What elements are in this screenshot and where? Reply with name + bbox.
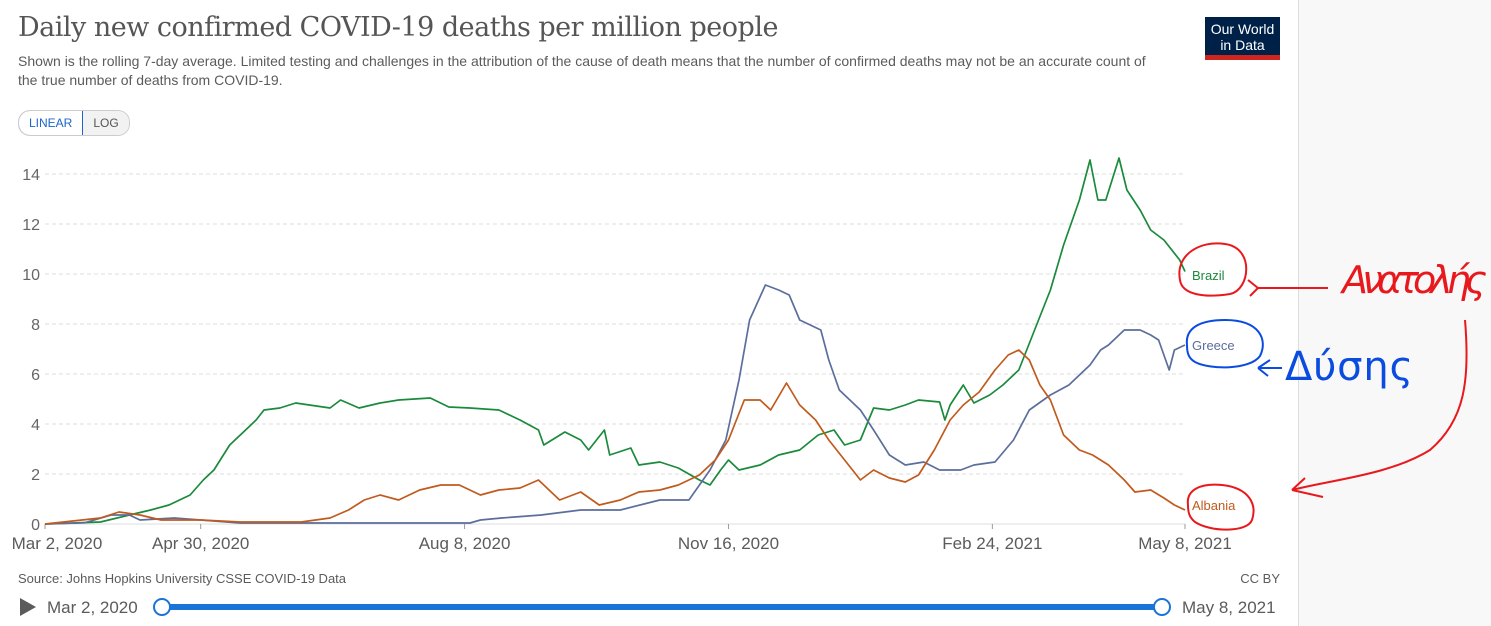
series-label-greece[interactable]: Greece [1192,338,1235,353]
chart-subtitle: Shown is the rolling 7-day average. Limi… [18,53,1146,88]
timeline-start-handle[interactable] [153,598,171,616]
x-tick-label: Nov 16, 2020 [678,534,779,553]
west-label: Δύσης [1285,344,1413,390]
timeline [20,598,1171,616]
y-tick-label: 8 [31,317,40,334]
y-tick-label: 12 [22,217,40,234]
series-line-brazil [44,157,1186,525]
west-arrow [1257,359,1282,377]
east-label: Ανατολής [1339,258,1487,302]
x-tick-label: May 8, 2021 [1138,534,1232,553]
linear-scale-button[interactable]: LINEAR [18,111,84,135]
y-tick-label: 10 [22,267,40,284]
y-tick-label: 14 [22,167,40,184]
x-tick-label: Apr 30, 2020 [152,534,249,553]
albania-circle [1186,483,1255,531]
y-tick-label: 2 [31,467,40,484]
series-line-greece [44,284,1186,525]
timeline-end-label: May 8, 2021 [1182,598,1276,617]
scale-toggle: LINEAR LOG [18,110,130,136]
log-scale-button[interactable]: LOG [83,111,129,135]
timeline-end-handle[interactable] [1153,598,1171,616]
series-label-brazil[interactable]: Brazil [1192,268,1225,283]
license-link[interactable]: CC BY [1240,571,1280,586]
owid-logo[interactable]: Our World in Data [1205,17,1280,60]
series-line-albania [44,349,1186,525]
x-tick-label: Aug 8, 2020 [419,534,511,553]
handwritten-annotations: Ανατολής Δύσης [1178,242,1487,531]
greece-circle [1185,318,1264,369]
y-tick-label: 0 [31,517,40,534]
brazil-circle [1178,242,1248,297]
series-label-albania[interactable]: Albania [1192,498,1236,513]
logo-line2: in Data [1220,37,1265,53]
logo-line1: Our World [1210,21,1275,37]
down-arrow [1291,319,1468,498]
side-panel [1298,0,1491,626]
chart-title: Daily new confirmed COVID-19 deaths per … [18,12,778,43]
timeline-start-label: Mar 2, 2020 [47,598,138,617]
timeline-track[interactable] [162,604,1162,610]
x-tick-label: Mar 2, 2020 [12,534,103,553]
x-tick-label: Feb 24, 2021 [942,534,1042,553]
y-tick-label: 6 [31,367,40,384]
east-arrow [1247,279,1328,297]
y-tick-label: 4 [31,417,40,434]
source-note[interactable]: Source: Johns Hopkins University CSSE CO… [18,571,347,586]
play-icon[interactable] [20,598,36,616]
